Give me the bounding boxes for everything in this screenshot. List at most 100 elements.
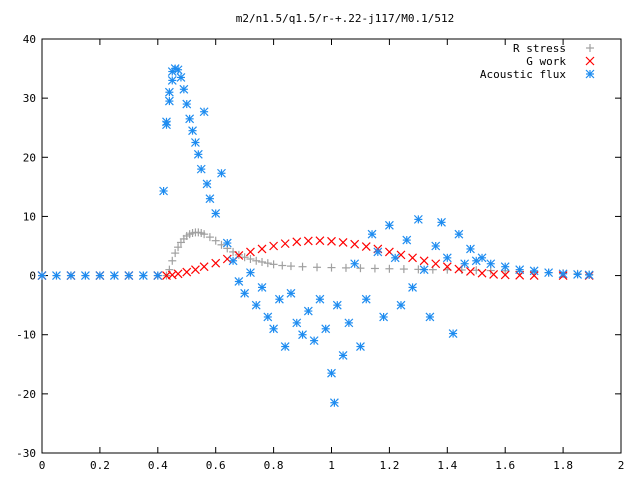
data-point [515,265,525,275]
data-point [573,269,582,279]
legend-marker [586,44,594,52]
data-point [269,260,278,269]
data-point [442,253,452,263]
x-tick-label: 0.6 [206,459,226,472]
data-point [298,262,307,271]
x-tick-label: 0.8 [264,459,284,472]
data-point [228,256,238,266]
data-point [408,282,417,292]
data-point [425,312,435,322]
data-point [344,318,354,328]
data-point [286,288,296,298]
data-point [66,271,76,280]
x-tick-label: 0.4 [148,459,168,472]
data-point [454,229,464,239]
data-point [182,99,192,109]
data-point [211,236,220,245]
data-point [338,350,348,360]
data-point [211,258,221,268]
data-point [185,114,195,124]
data-point [246,268,255,278]
data-point [274,294,284,304]
data-point [263,312,273,322]
data-point [558,269,568,279]
data-point [196,164,206,174]
y-tick-label: -20 [16,388,36,401]
data-point [361,294,371,304]
data-point [356,342,365,351]
data-point [402,235,412,245]
y-tick-label: -10 [16,329,36,342]
data-point [419,265,429,275]
data-point [329,398,339,408]
x-tick-label: 1.8 [553,459,573,472]
data-point [138,271,148,280]
x-tick-label: 1.6 [495,459,515,472]
data-point [309,336,319,346]
data-point [171,249,180,258]
series-g-work [37,236,594,280]
data-point [486,266,495,275]
data-point [356,264,365,273]
data-point [246,247,255,257]
data-point [159,186,169,196]
data-point [191,138,200,147]
data-point [315,236,325,246]
data-point [315,294,325,304]
data-point [269,241,279,251]
data-point [303,236,313,246]
data-point [251,300,261,310]
data-point [477,268,487,278]
data-point [173,269,183,279]
data-point [460,259,470,269]
data-point [370,264,379,273]
data-point [431,259,441,269]
data-point [164,87,174,97]
series-r-stress [38,228,594,280]
legend-label: G work [526,55,566,68]
data-point [298,330,307,340]
data-point [153,271,163,280]
data-point [124,271,134,280]
y-tick-label: 40 [23,33,36,46]
data-point [280,239,290,249]
data-point [327,236,336,246]
data-point [477,253,487,263]
data-point [466,267,475,276]
data-point [408,253,417,263]
data-point [384,220,394,230]
data-point [327,263,336,272]
data-point [486,259,496,269]
data-point [234,277,244,286]
data-point [489,269,499,279]
data-point [448,329,458,338]
data-point [413,214,423,224]
data-point [263,259,272,268]
data-point [217,240,226,249]
data-point [292,318,302,328]
data-point [182,267,192,277]
data-point [529,266,539,276]
legend-label: Acoustic flux [480,68,566,81]
data-point [246,255,255,264]
data-point [584,270,594,280]
data-point [222,238,232,248]
data-point [350,239,360,249]
data-point [367,229,377,239]
data-point [390,253,400,263]
data-point [280,342,290,351]
data-point [442,262,452,272]
data-point [188,126,197,136]
data-point [338,238,348,247]
data-point [292,237,302,247]
data-point [176,73,186,82]
data-point [164,96,174,106]
data-point [200,230,209,239]
x-tick-label: 2 [618,459,625,472]
data-point [379,312,389,322]
data-point [257,244,267,254]
data-point [199,107,209,117]
chart-title: m2/n1.5/q1.5/r-+.22-j117/M0.1/512 [236,12,455,25]
data-point [202,179,212,189]
